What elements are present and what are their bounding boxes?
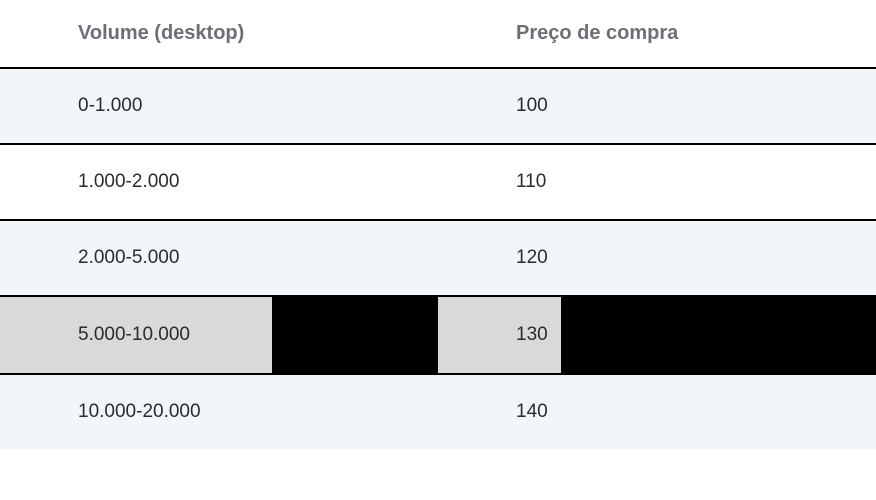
table-row-highlight: 5.000-10.000 130 [0, 296, 876, 374]
pricing-table: Volume (desktop) Preço de compra 0-1.000… [0, 0, 876, 449]
column-header-price: Preço de compra [438, 0, 876, 68]
column-header-volume: Volume (desktop) [0, 0, 438, 68]
cell-volume-highlight: 5.000-10.000 [0, 296, 438, 374]
cell-price: 110 [438, 144, 876, 220]
cell-price: 100 [438, 68, 876, 144]
cell-volume-text: 5.000-10.000 [0, 297, 272, 373]
cell-overlay [561, 297, 876, 373]
table-row: 2.000-5.000 120 [0, 220, 876, 296]
table-row: 0-1.000 100 [0, 68, 876, 144]
cell-volume: 0-1.000 [0, 68, 438, 144]
cell-volume: 1.000-2.000 [0, 144, 438, 220]
table-row: 1.000-2.000 110 [0, 144, 876, 220]
cell-price-highlight: 130 [438, 296, 876, 374]
table-row: 10.000-20.000 140 [0, 374, 876, 449]
cell-price: 140 [438, 374, 876, 449]
cell-overlay [272, 297, 438, 373]
cell-price-text: 130 [438, 297, 561, 373]
table-header-row: Volume (desktop) Preço de compra [0, 0, 876, 68]
cell-volume: 2.000-5.000 [0, 220, 438, 296]
cell-price: 120 [438, 220, 876, 296]
cell-volume: 10.000-20.000 [0, 374, 438, 449]
